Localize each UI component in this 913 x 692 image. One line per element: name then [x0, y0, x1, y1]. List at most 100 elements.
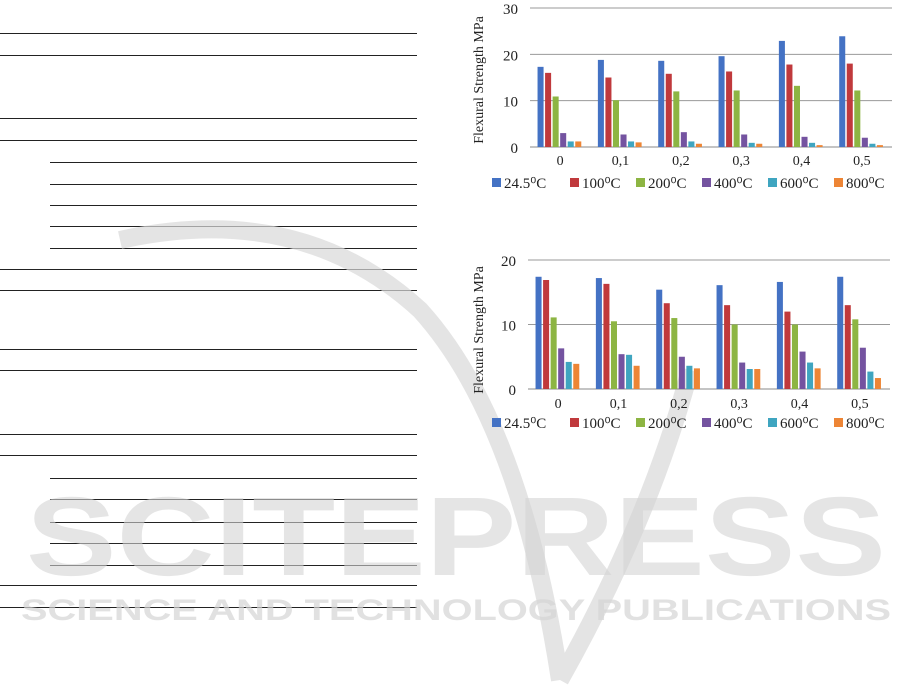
bar	[854, 90, 861, 147]
bar	[575, 141, 582, 147]
bar	[686, 365, 693, 389]
bar	[837, 276, 844, 389]
legend-swatch	[768, 178, 777, 187]
x-tick-label: 0,4	[793, 154, 811, 169]
bar	[801, 136, 808, 147]
x-tick-label: 0,1	[610, 397, 628, 412]
legend-label: 24.5⁰C	[504, 416, 546, 432]
bar	[678, 356, 685, 389]
bar	[844, 305, 851, 389]
legend-swatch	[636, 178, 645, 187]
bar	[550, 317, 557, 389]
legend-swatch	[570, 178, 579, 187]
table-rule	[50, 184, 417, 185]
table-rule	[50, 478, 417, 479]
y-tick-label: 0	[509, 383, 517, 399]
y-tick-label: 20	[501, 254, 516, 270]
watermark-main: SCITEPRESS	[26, 474, 886, 599]
bar	[778, 40, 785, 147]
bar	[718, 56, 725, 147]
bar	[733, 90, 740, 147]
bar	[852, 319, 859, 389]
bar	[626, 354, 633, 389]
table-rule	[0, 140, 417, 141]
table-rule	[50, 543, 417, 544]
legend-label: 600⁰C	[780, 176, 819, 192]
table-rule	[50, 248, 417, 249]
bar	[746, 369, 753, 389]
x-tick-label: 0	[555, 397, 562, 412]
bar	[876, 145, 883, 147]
bar	[633, 365, 640, 389]
bar	[741, 134, 748, 147]
x-tick-label: 0,2	[672, 154, 690, 169]
bar	[560, 133, 567, 147]
bar	[784, 311, 791, 389]
bar	[861, 137, 868, 147]
bar	[869, 143, 876, 147]
legend-label: 100⁰C	[582, 416, 621, 432]
y-tick-label: 10	[501, 319, 516, 335]
bar	[618, 354, 625, 389]
table-rule	[0, 607, 417, 608]
table-rule	[0, 118, 417, 119]
y-tick-label: 10	[503, 95, 518, 111]
x-tick-label: 0,5	[853, 154, 871, 169]
bar	[816, 145, 823, 147]
table-rule	[0, 585, 417, 586]
legend-label: 400⁰C	[714, 416, 753, 432]
bar	[545, 72, 552, 147]
table-rule	[50, 522, 417, 523]
table-rule	[0, 290, 417, 291]
bar	[663, 303, 670, 389]
bar	[793, 85, 800, 147]
bar	[673, 91, 680, 147]
legend-swatch	[492, 418, 501, 427]
bar	[565, 361, 572, 389]
bar	[537, 66, 544, 147]
watermark-arc	[118, 220, 699, 685]
table-rule	[0, 349, 417, 350]
legend-label: 200⁰C	[648, 176, 687, 192]
legend-swatch	[834, 418, 843, 427]
bar	[726, 71, 733, 147]
bar	[791, 324, 798, 389]
bar	[628, 141, 635, 147]
bar	[748, 142, 755, 147]
bar	[814, 368, 821, 389]
bar	[809, 142, 816, 147]
legend-label: 400⁰C	[714, 176, 753, 192]
bar	[612, 100, 619, 147]
bar	[620, 134, 627, 147]
y-tick-label: 0	[511, 141, 519, 157]
bar	[846, 63, 853, 147]
bar	[567, 141, 574, 147]
bar	[656, 289, 663, 389]
table-rule	[0, 370, 417, 371]
bar	[724, 305, 731, 389]
table-rule	[0, 455, 417, 456]
legend-label: 600⁰C	[780, 416, 819, 432]
bar	[859, 347, 866, 389]
bar	[573, 363, 580, 389]
bar	[807, 362, 814, 389]
bar	[543, 279, 550, 389]
bar	[688, 141, 695, 147]
bar	[552, 96, 559, 147]
bar	[739, 362, 746, 389]
bar	[799, 351, 806, 389]
legend-label: 100⁰C	[582, 176, 621, 192]
legend-swatch	[492, 178, 501, 187]
bar	[680, 132, 687, 147]
chart-2: 0 10 20 Flexural Strength MPa 0 0,1 0,2 0,3 0,4 0…	[472, 254, 890, 432]
x-tick-label: 0	[557, 154, 564, 169]
bar	[716, 285, 723, 389]
legend-swatch	[834, 178, 843, 187]
y-axis-label: Flexural Strength MPa	[472, 15, 487, 143]
legend-swatch	[702, 418, 711, 427]
table-rule	[50, 162, 417, 163]
bar	[603, 283, 610, 389]
bar	[558, 348, 565, 389]
bar	[756, 143, 763, 147]
